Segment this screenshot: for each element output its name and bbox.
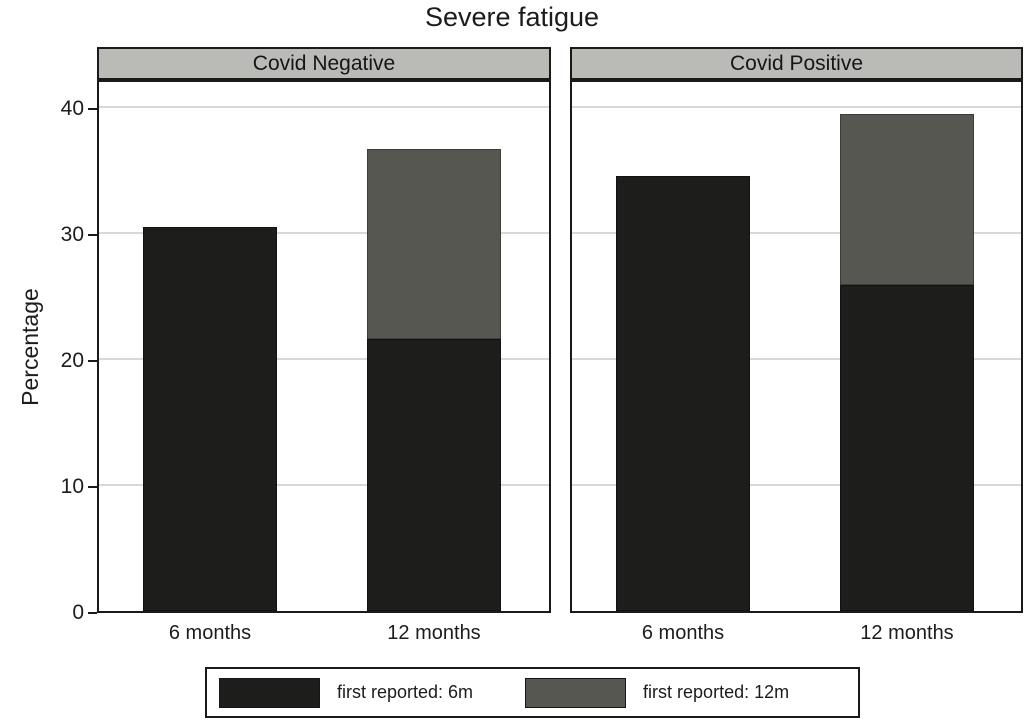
bar-segment-first-reported-6m [840,284,974,611]
panel-covid-positive: Covid Positive [570,47,1023,613]
y-tick-mark [88,108,97,111]
panel-header-covid-positive: Covid Positive [570,47,1023,80]
gridline [99,358,549,361]
legend-swatch-first-reported-12m [525,677,627,708]
y-tick-label: 0 [72,601,84,624]
gridline [572,232,1021,235]
plot-area-covid-negative [97,80,551,613]
y-tick-label: 40 [60,97,84,121]
y-tick-label: 30 [60,223,84,247]
gridline [572,106,1021,109]
x-tick-label-negative-12-months: 12 months [387,622,481,644]
y-axis-ticks: 0 10 20 30 40 [0,0,97,728]
bar-covid-positive-6-months [616,176,750,611]
y-tick-label: 10 [60,475,84,499]
bar-covid-negative-6-months [143,226,277,611]
y-tick-mark [88,486,97,489]
bar-segment-first-reported-6m [616,176,750,611]
y-tick-mark [88,612,97,614]
bar-segment-first-reported-12m [367,148,501,339]
x-tick-label-negative-6-months: 6 months [168,622,252,644]
bar-segment-first-reported-6m [143,226,277,611]
bar-segment-first-reported-12m [840,113,974,285]
gridline [572,484,1021,487]
legend-label-first-reported-6m: first reported: 6m [337,682,474,702]
legend-label-first-reported-12m: first reported: 12m [643,682,790,702]
bar-segment-first-reported-6m [367,338,501,611]
y-tick-mark [88,234,97,237]
chart-title: Severe fatigue [424,2,600,32]
y-tick-label: 20 [60,349,84,373]
bar-covid-positive-12-months [840,113,974,611]
x-tick-label-positive-12-months: 12 months [860,622,954,644]
plot-area-covid-positive [570,80,1023,613]
gridline [572,358,1021,361]
y-tick-mark [88,360,97,363]
legend: first reported: 6m first reported: 12m [205,667,860,718]
gridline [99,106,549,109]
gridline [99,232,549,235]
panel-covid-negative: Covid Negative [97,47,551,613]
panel-header-covid-negative: Covid Negative [97,47,551,80]
bar-covid-negative-12-months [367,148,501,611]
gridline [99,484,549,487]
x-tick-label-positive-6-months: 6 months [641,622,725,644]
legend-swatch-first-reported-6m [219,677,320,708]
